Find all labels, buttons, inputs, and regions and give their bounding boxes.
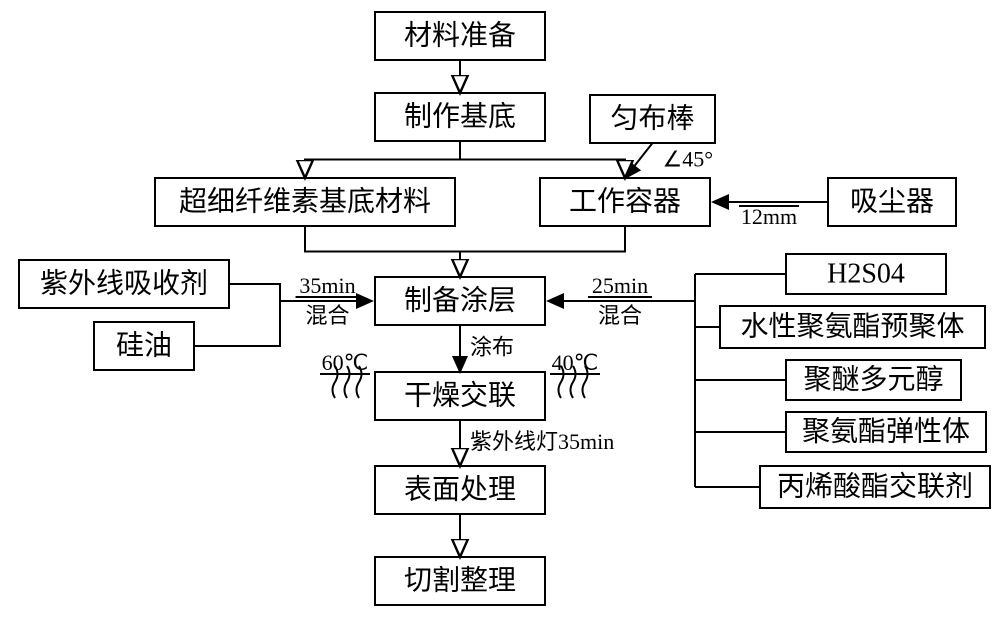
node-label-n12: 聚氨酯弹性体 [802, 416, 970, 448]
arrow-anno: 紫外线灯35min [470, 429, 614, 454]
node-label-n13: 丙烯酸酯交联剂 [777, 471, 973, 503]
node-label-n7: 紫外线吸收剂 [40, 268, 208, 300]
node-label-n2: 制作基底 [404, 101, 516, 133]
anno-mix-r: 混合 [598, 303, 642, 328]
line-n7 [229, 284, 280, 301]
arrow-split-n4 [460, 141, 625, 178]
arrow [625, 143, 653, 178]
merge-line [460, 226, 625, 252]
arrow-anno: ∠45° [663, 147, 714, 172]
anno-temp-r: 40℃ [552, 350, 599, 375]
arrow-split-n3 [305, 141, 460, 178]
anno-35min: 35min [299, 273, 355, 298]
node-label-n6: 制备涂层 [404, 285, 516, 317]
node-label-n16: 切割整理 [404, 565, 516, 597]
arrow-anno: 涂布 [470, 335, 514, 360]
node-label-n1: 材料准备 [404, 20, 516, 52]
node-label-n14: 干燥交联 [404, 380, 516, 412]
node-label-n3: 超细纤维素基底材料 [179, 186, 431, 218]
node-label-n5: 吸尘器 [850, 186, 934, 218]
node-label-n11: 聚醚多元醇 [803, 364, 943, 396]
node-label-n15: 表面处理 [404, 474, 516, 506]
node-label-n2b: 匀布棒 [610, 103, 694, 135]
node-label-n10: 水性聚氨酯预聚体 [740, 311, 964, 343]
anno-temp-l: 60℃ [322, 350, 369, 375]
node-label-n8: 硅油 [116, 330, 172, 362]
anno-mix-l: 混合 [305, 303, 349, 328]
anno-12mm: 12mm [741, 204, 797, 229]
node-label-n4: 工作容器 [569, 186, 681, 218]
node-label-n9: H2S04 [827, 259, 905, 290]
flowchart-canvas: 材料准备制作基底超细纤维素基底材料 工作容器 匀布棒吸尘器制备涂层 紫外线吸收剂硅油 H… [0, 0, 1000, 644]
anno-25min: 25min [592, 273, 648, 298]
merge-line [305, 226, 460, 252]
